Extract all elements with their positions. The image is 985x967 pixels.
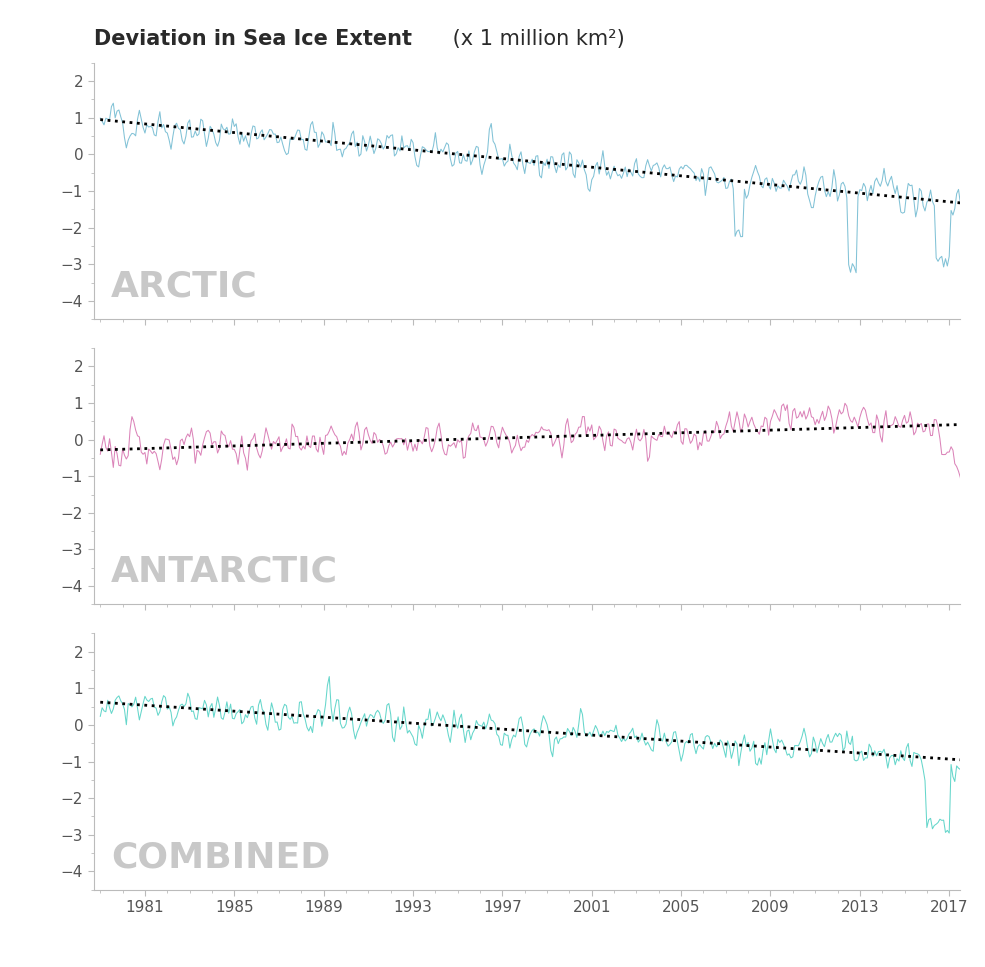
Text: Deviation in Sea Ice Extent: Deviation in Sea Ice Extent <box>94 29 412 49</box>
Text: ANTARCTIC: ANTARCTIC <box>111 555 338 589</box>
Text: ARCTIC: ARCTIC <box>111 270 258 304</box>
Text: (x 1 million km²): (x 1 million km²) <box>446 29 624 49</box>
Text: COMBINED: COMBINED <box>111 840 330 874</box>
